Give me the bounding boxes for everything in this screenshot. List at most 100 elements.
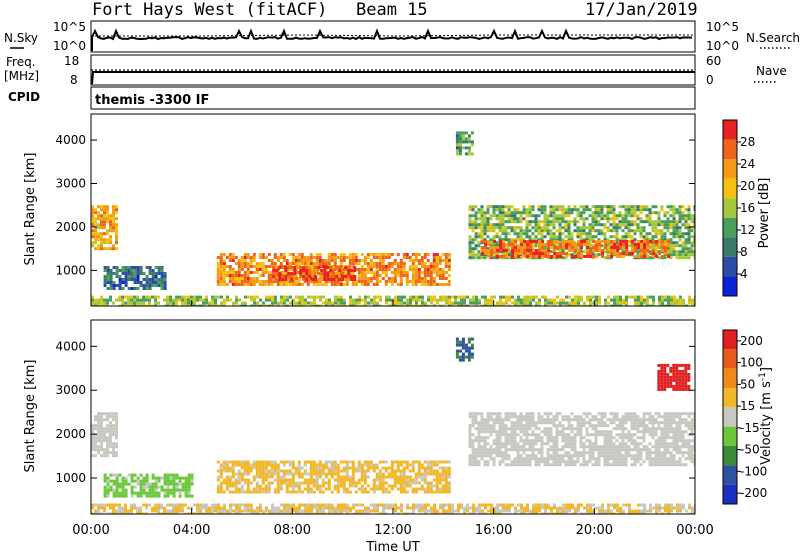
velocity-region-0-cell bbox=[297, 460, 301, 464]
power-region-6-cell bbox=[175, 304, 178, 306]
power-region-4-cell bbox=[600, 208, 604, 212]
power-region-0-cell bbox=[330, 283, 334, 286]
power-region-0-cell bbox=[255, 271, 259, 274]
power-region-4-cell bbox=[603, 217, 607, 221]
velocity-region-3-cell bbox=[660, 436, 664, 440]
velocity-region-3-cell bbox=[537, 415, 541, 419]
velocity-region-3-cell bbox=[549, 433, 553, 437]
power-region-4-cell bbox=[489, 205, 493, 209]
velocity-region-4-cell bbox=[130, 506, 133, 510]
power-region-4-cell bbox=[648, 223, 652, 227]
velocity-region-3-cell bbox=[591, 415, 595, 419]
velocity-region-3-cell bbox=[606, 460, 610, 464]
velocity-region-1-cell bbox=[163, 491, 167, 495]
velocity-region-3-cell bbox=[558, 463, 562, 467]
velocity-region-0-cell bbox=[375, 466, 379, 470]
power-region-0-cell bbox=[342, 256, 346, 259]
power-region-6-cell bbox=[604, 301, 607, 305]
velocity-region-3-cell bbox=[588, 412, 592, 416]
power-region-4-cell bbox=[687, 229, 691, 233]
power-region-0-cell bbox=[228, 253, 232, 256]
velocity-region-2-cell bbox=[97, 415, 100, 419]
velocity-region-0-cell bbox=[390, 475, 394, 479]
velocity-region-3-cell bbox=[543, 442, 547, 446]
velocity-region-3-cell bbox=[615, 433, 619, 437]
velocity-region-0-cell bbox=[231, 484, 235, 488]
power-region-0-cell bbox=[384, 265, 388, 268]
power-region-5-cell bbox=[595, 249, 599, 252]
velocity-region-2-cell bbox=[103, 454, 106, 458]
power-region-5-cell bbox=[511, 240, 515, 243]
power-region-6-cell bbox=[298, 298, 301, 302]
velocity-region-3-cell bbox=[669, 424, 673, 428]
power-region-6-cell bbox=[103, 298, 106, 302]
power-region-4-cell bbox=[495, 205, 499, 209]
power-region-2-cell bbox=[103, 269, 107, 272]
power-region-5-cell bbox=[667, 243, 671, 246]
power-region-0-cell bbox=[255, 277, 259, 280]
velocity-region-3-cell bbox=[540, 418, 544, 422]
velocity-region-3-cell bbox=[621, 430, 625, 434]
velocity-region-3-cell bbox=[630, 415, 634, 419]
power-region-0-cell bbox=[228, 256, 232, 259]
power-region-4-cell bbox=[558, 217, 562, 221]
power-region-0-cell bbox=[357, 262, 361, 265]
power-region-7-cell bbox=[464, 131, 468, 135]
power-region-0-cell bbox=[288, 253, 292, 256]
power-region-4-cell bbox=[609, 217, 613, 221]
power-region-6-cell bbox=[463, 295, 466, 299]
power-region-5-cell bbox=[547, 246, 551, 249]
power-region-4-cell bbox=[630, 205, 634, 209]
power-region-4-cell bbox=[498, 208, 502, 212]
power-region-5-cell bbox=[523, 240, 527, 243]
power-region-0-cell bbox=[432, 256, 436, 259]
velocity-region-3-cell bbox=[519, 436, 523, 440]
velocity-region-0-cell bbox=[381, 478, 385, 482]
power-region-4-cell bbox=[561, 211, 565, 215]
velocity-region-3-cell bbox=[693, 421, 695, 425]
power-region-4-cell bbox=[558, 235, 562, 239]
power-region-0-cell bbox=[306, 283, 310, 286]
velocity-region-1-cell bbox=[151, 482, 155, 486]
velocity-region-3-cell bbox=[516, 415, 520, 419]
power-region-3-cell bbox=[106, 217, 109, 221]
power-region-0-cell bbox=[351, 253, 355, 256]
velocity-region-1-cell bbox=[184, 488, 188, 492]
power-region-0-cell bbox=[447, 253, 451, 256]
velocity-region-0-cell bbox=[231, 466, 235, 470]
velocity-region-1-cell bbox=[151, 491, 155, 495]
velocity-region-2-cell bbox=[112, 445, 115, 449]
power-region-5-cell bbox=[553, 252, 557, 255]
velocity-region-3-cell bbox=[555, 436, 559, 440]
power-region-4-cell bbox=[648, 244, 652, 248]
power-region-5-cell bbox=[637, 246, 641, 249]
velocity-region-3-cell bbox=[549, 457, 553, 461]
velocity-region-3-cell bbox=[693, 445, 695, 449]
power-region-6-cell bbox=[616, 304, 619, 306]
power-region-5-cell bbox=[547, 252, 551, 255]
power-region-0-cell bbox=[381, 265, 385, 268]
power-region-4-cell bbox=[663, 226, 667, 230]
velocity-region-3-cell bbox=[570, 442, 574, 446]
velocity-region-3-cell bbox=[585, 439, 589, 443]
power-region-0-cell bbox=[345, 256, 349, 259]
velocity-region-1-cell bbox=[130, 485, 134, 489]
velocity-region-0-cell bbox=[249, 466, 253, 470]
power-region-0-cell bbox=[309, 274, 313, 277]
power-region-4-cell bbox=[690, 214, 694, 218]
velocity-region-3-cell bbox=[507, 412, 511, 416]
velocity-region-3-cell bbox=[498, 445, 502, 449]
velocity-region-3-cell bbox=[516, 445, 520, 449]
power-region-0-cell bbox=[216, 274, 220, 277]
power-region-4-cell bbox=[606, 208, 610, 212]
power-region-4-cell bbox=[612, 214, 616, 218]
velocity-region-1-cell bbox=[157, 494, 161, 498]
power-region-2-cell bbox=[136, 281, 140, 284]
power-region-6-cell bbox=[397, 304, 400, 306]
power-region-0-cell bbox=[267, 265, 271, 268]
power-region-0-cell bbox=[414, 277, 418, 280]
velocity-region-1-cell bbox=[118, 494, 122, 498]
power-region-5-cell bbox=[628, 240, 632, 243]
power-region-6-cell bbox=[649, 295, 652, 299]
power-region-0-cell bbox=[366, 277, 370, 280]
